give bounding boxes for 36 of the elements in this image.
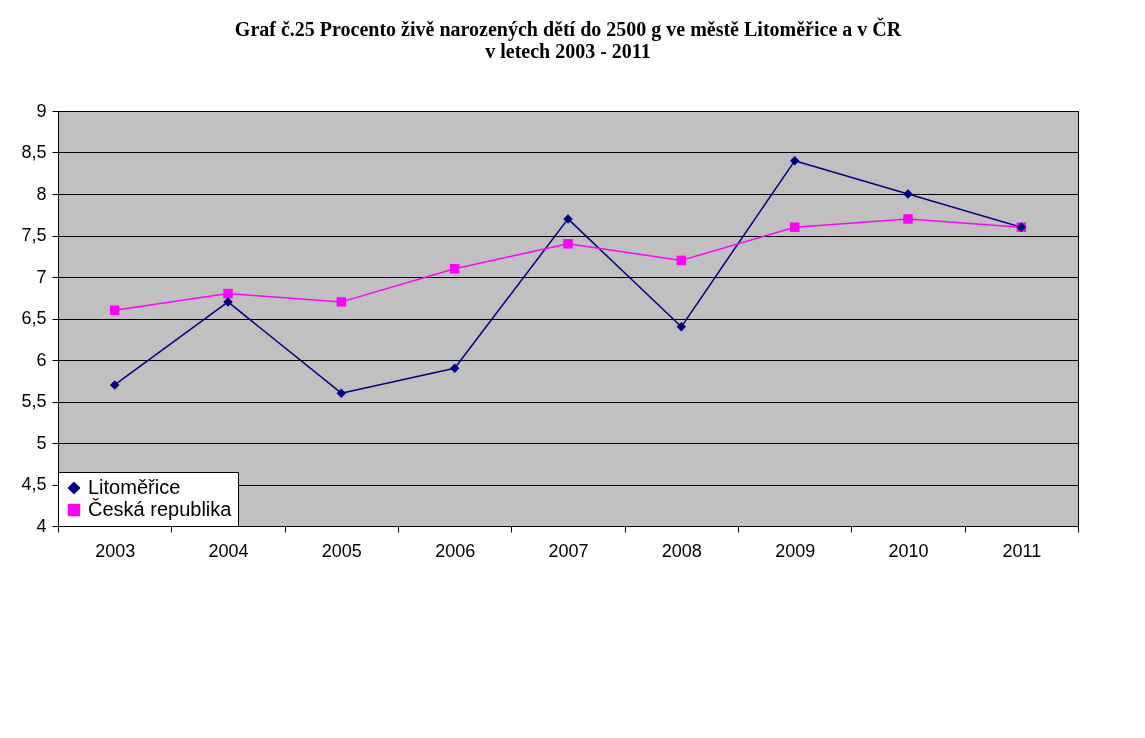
x-tick-label: 2004 [208, 540, 249, 561]
y-tick-label: 6,5 [21, 308, 47, 328]
y-tick-label: 9 [36, 100, 47, 121]
chart-title: Graf č.25 Procento živě narozených dětí do 2500 g ve městě Litoměřice a v ČR v letech 2003 - 2011 [234, 17, 902, 62]
point [789, 222, 800, 232]
point [336, 388, 347, 398]
x-tick-label: 2005 [321, 540, 362, 561]
y-tick-label: 5,5 [21, 391, 47, 411]
x-tick-label: 2003 [95, 540, 136, 561]
y-tick-label: 4 [36, 515, 47, 536]
point [109, 305, 120, 315]
point [223, 288, 233, 299]
y-tick-label: 8 [36, 183, 47, 204]
point [449, 263, 460, 274]
point [449, 363, 460, 374]
point [563, 239, 573, 249]
point [336, 297, 347, 307]
y-tick-label: 7 [36, 266, 47, 287]
x-tick-label: 2010 [888, 540, 929, 561]
x-tick-label: 2006 [435, 540, 476, 561]
y-tick-label: 4,5 [21, 474, 47, 494]
point [676, 255, 687, 266]
y-tick-label: 6 [36, 349, 47, 370]
y-tick-label: 7,5 [21, 225, 47, 245]
point [903, 214, 913, 224]
legend-label: Litoměřice [88, 476, 181, 498]
point [676, 322, 687, 332]
x-tick-label: 2007 [548, 540, 589, 561]
x-tick-label: 2008 [661, 540, 702, 561]
x-tick-label: 2009 [775, 540, 816, 561]
point [109, 380, 120, 390]
y-tick-label: 8,5 [21, 142, 47, 162]
y-tick-label: 5 [36, 432, 47, 453]
point [789, 156, 800, 166]
x-tick-label: 2011 [1002, 540, 1042, 561]
legend-label: Česká republika [88, 498, 233, 520]
